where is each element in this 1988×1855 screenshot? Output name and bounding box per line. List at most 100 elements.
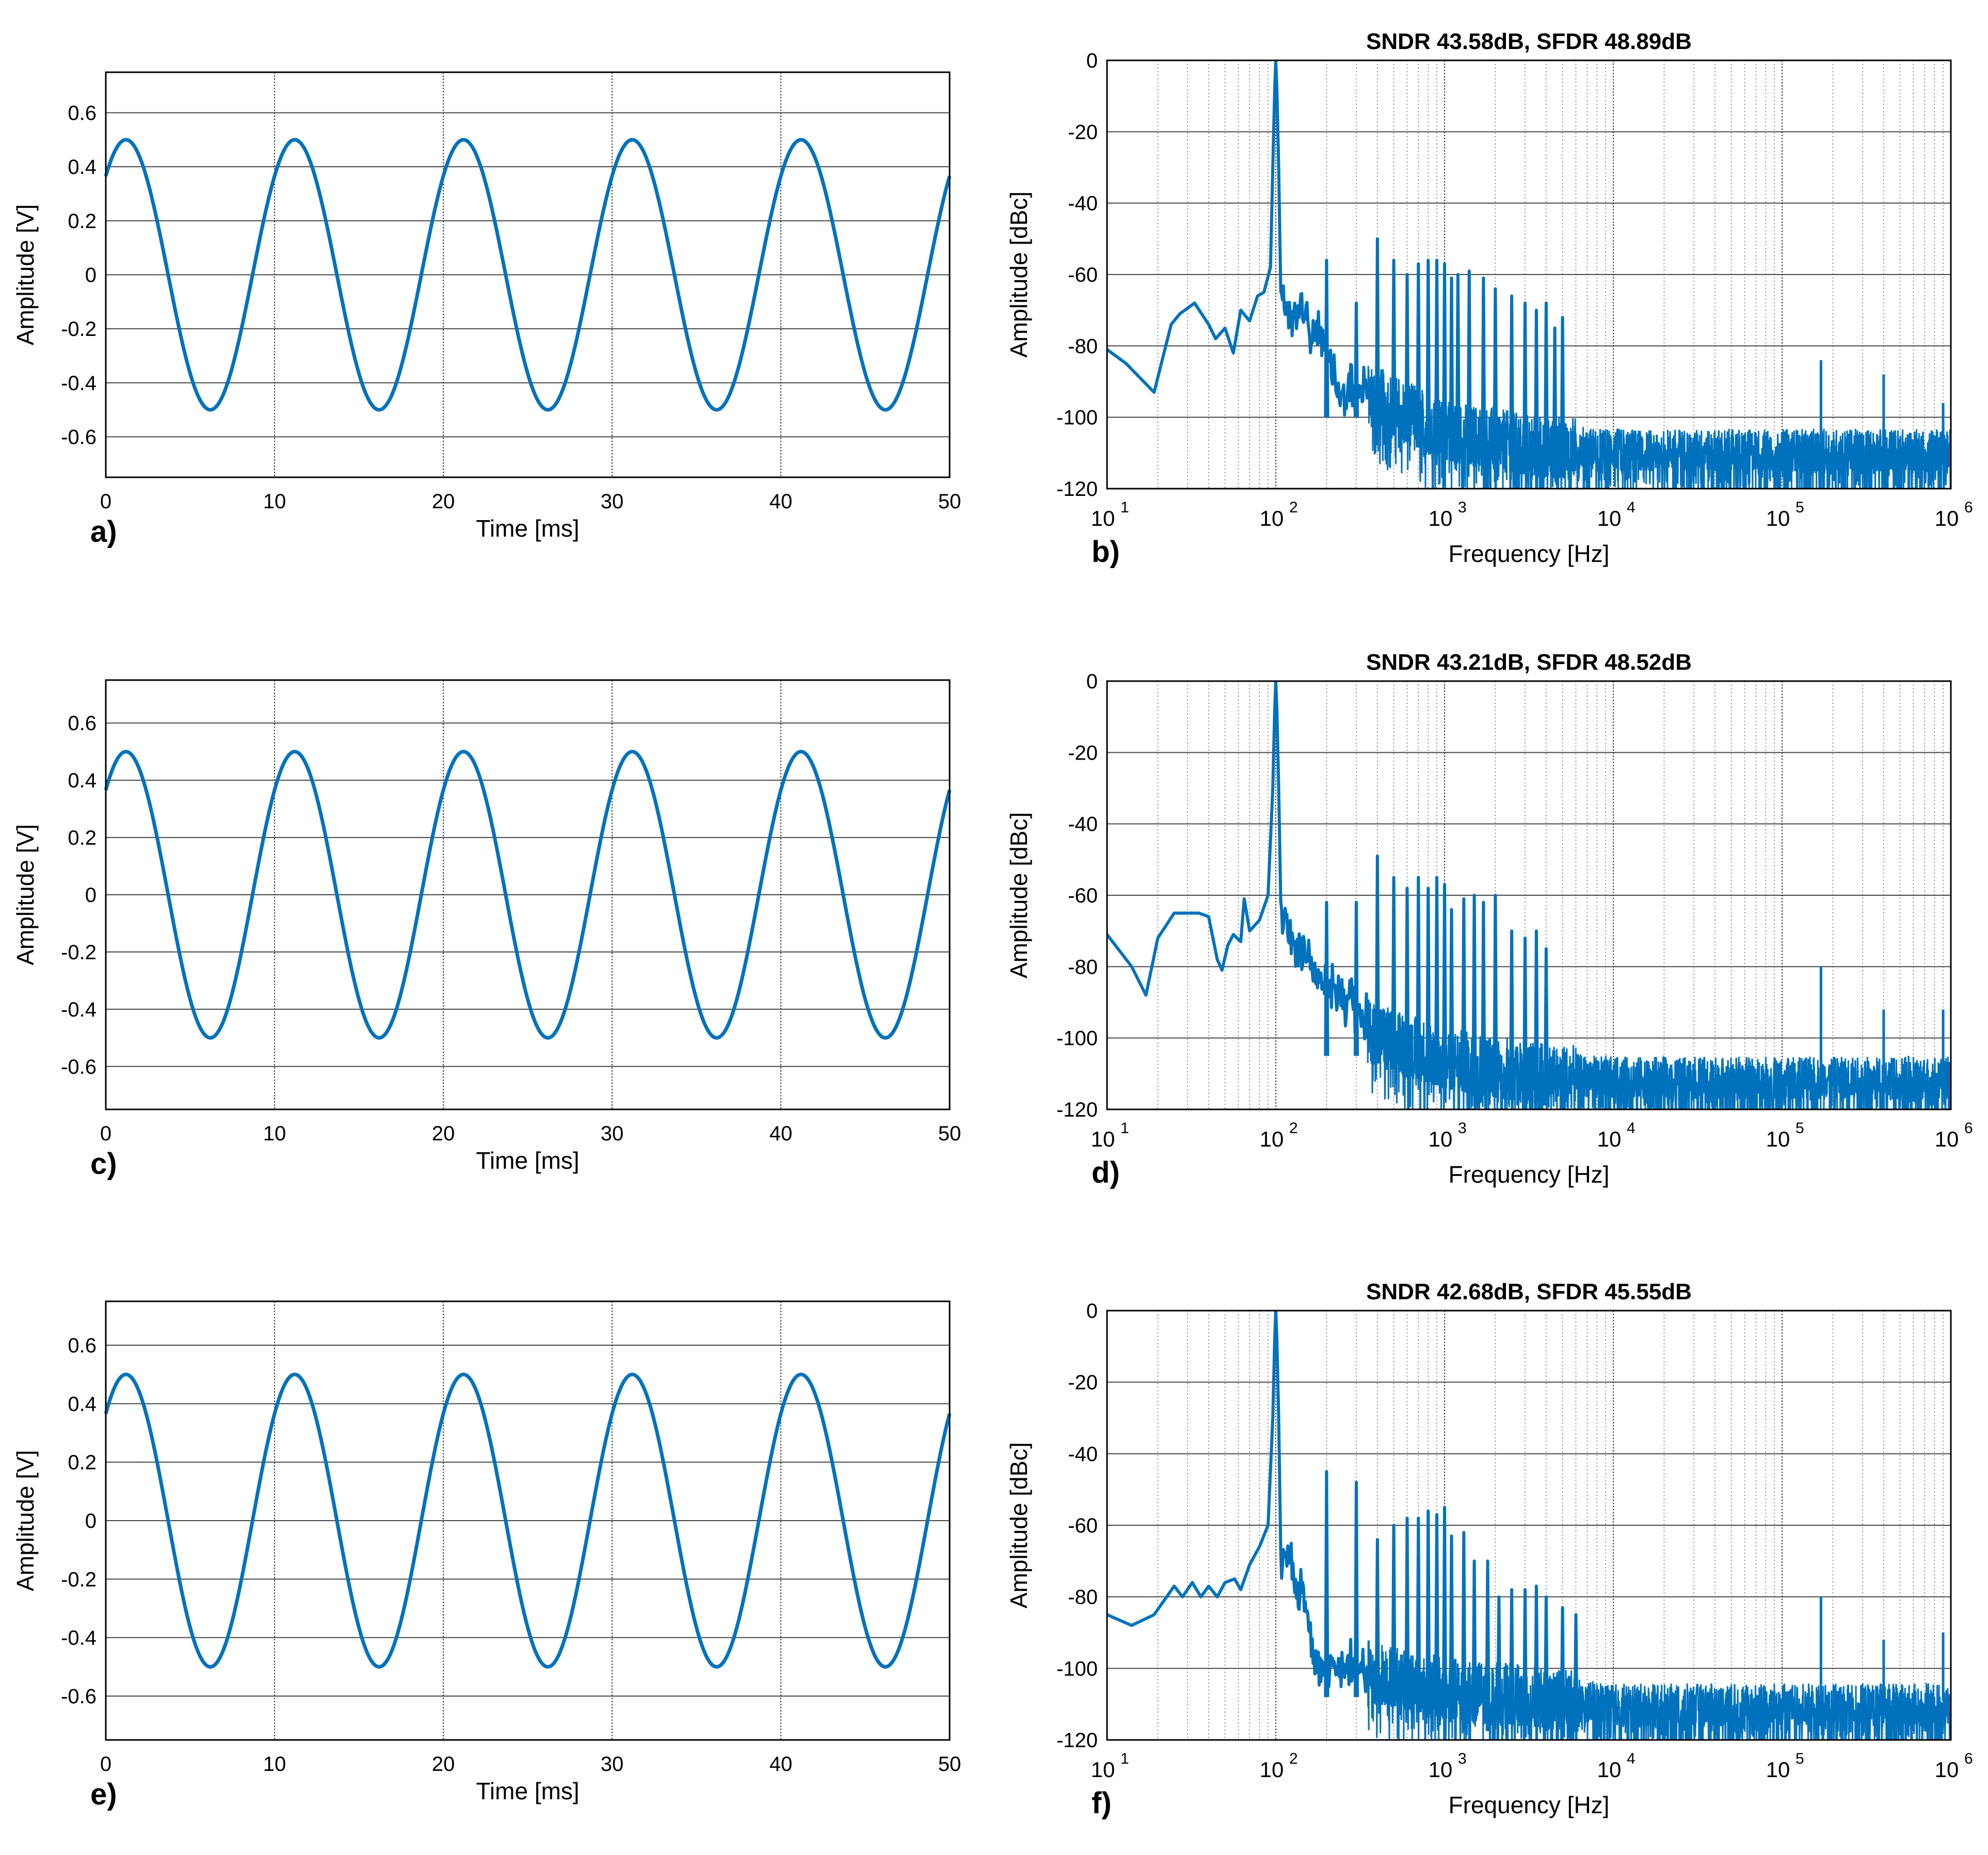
x-tick-exponent: 5 [1795,499,1804,516]
harmonic-spike [1391,259,1397,435]
harmonic-spike [1481,276,1486,467]
y-tick-label: -60 [1068,884,1098,907]
x-tick-label: 40 [769,1753,793,1776]
harmonic-spike [1404,886,1410,1075]
x-tick-exponent: 4 [1627,1120,1636,1137]
plot-frame [105,71,951,478]
harmonic-spike [1404,1517,1410,1709]
y-tick-label: -20 [1068,121,1098,143]
harmonic-spike [1471,1559,1477,1721]
harmonic-spike [1374,854,1380,1064]
x-tick-label: 40 [769,490,793,513]
harmonic-spike [1425,886,1431,1083]
harmonic-spike [1441,262,1448,460]
x-tick-label: 50 [938,1753,961,1776]
y-tick-label: -100 [1056,1027,1098,1050]
x-tick-label: 10 [263,490,286,513]
x-tick-label: 30 [601,490,624,513]
harmonic-spike [1434,876,1440,1086]
y-tick-label: -60 [1068,1514,1098,1537]
y-tick-label: -120 [1056,1729,1098,1752]
y-tick-label: 0.4 [68,156,97,179]
x-tick-exponent: 2 [1289,499,1298,516]
harmonic-spike [1425,1509,1431,1715]
y-tick-label: 0.6 [68,1334,97,1357]
harmonic-spike [1449,276,1454,462]
y-tick-label: -60 [1068,264,1098,286]
y-tick-label: -40 [1068,192,1098,215]
x-tick-exponent: 4 [1627,1750,1636,1767]
harmonic-spike [1522,1588,1528,1726]
x-tick-label: 10 [1091,1757,1115,1782]
harmonic-spike [1416,876,1421,1079]
y-axis-label: Amplitude [V] [12,204,39,346]
harmonic-spike [1509,929,1515,1100]
plot-frame [1106,680,1952,1110]
spectrum-noise-line [1367,999,1951,1109]
time-panel-c: 0.6 0.4 0.2 0 -0.2 -0.4 -0.6 0 10 20 30 40 50 Time [m… [12,679,961,1181]
y-tick-label: -40 [1068,813,1098,836]
x-tick-exponent: 6 [1964,1120,1973,1137]
harmonic-spike [1404,273,1410,442]
x-tick-label: 20 [432,1122,455,1145]
y-tick-label: -0.2 [61,318,97,341]
x-axis-label: Frequency [Hz] [1449,1161,1610,1188]
y-tick-label: -120 [1056,478,1098,501]
harmonic-spike [1416,1517,1421,1713]
harmonic-spike [1560,316,1565,478]
x-tick-label: 10 [1597,1757,1622,1782]
y-tick-label: 0 [85,264,97,287]
harmonic-spike [1522,301,1528,475]
y-tick-label: -0.6 [61,1056,97,1078]
series-line-sine [104,138,952,412]
x-tick-exponent: 4 [1627,499,1636,516]
harmonic-spike [1324,900,1329,1056]
x-axis-label: Frequency [Hz] [1449,1792,1610,1818]
spectrum-panel-f: 0 -20 -40 -60 -80 -100 -120 10 1 10 2 10 3 10 4 10 5 10 6 S… [1005,1279,1973,1820]
x-tick-label: 40 [769,1122,793,1145]
harmonic-spike [1416,262,1421,448]
x-tick-label: 10 [263,1122,286,1145]
y-tick-label: 0 [1086,1300,1098,1322]
harmonic-spike [1324,1470,1329,1697]
harmonic-spike [1466,269,1472,465]
y-tick-label: 0.6 [68,102,97,125]
harmonic-spike [1509,1588,1515,1725]
x-tick-exponent: 5 [1795,1750,1804,1767]
y-axis-label: Amplitude [V] [12,824,39,965]
harmonic-spike [1374,237,1380,428]
harmonic-spike [1391,1524,1397,1706]
spectrum-low-line [1107,681,1369,1041]
y-tick-label: -40 [1068,1443,1098,1465]
harmonic-spike [1560,1606,1565,1731]
x-tick-exponent: 1 [1120,1750,1129,1767]
x-tick-exponent: 1 [1120,499,1129,516]
y-tick-label: -0.4 [61,372,97,395]
x-axis-label: Time [ms] [476,515,579,542]
y-tick-label: -80 [1068,1586,1098,1609]
plot-frame [105,1300,951,1741]
harmonic-spike [1449,1534,1454,1719]
harmonic-spike [1543,301,1549,476]
x-tick-label: 10 [1597,506,1622,530]
harmonic-spike [1552,326,1558,477]
spectrum-panel-d: 0 -20 -40 -60 -80 -100 -120 10 1 10 2 10 3 10 4 10 5 10 6 S… [1005,650,1973,1189]
x-tick-exponent: 1 [1120,1120,1129,1137]
harmonic-spike [1573,1613,1579,1732]
x-tick-label: 10 [1091,1127,1115,1151]
y-tick-label: 0.2 [68,1451,97,1474]
y-axis-label: Amplitude [dBc] [1005,191,1032,358]
harmonic-spike [1434,259,1440,457]
panel-label: c) [90,1147,117,1181]
harmonic-spike [1461,1530,1467,1720]
x-axis-label: Time [ms] [476,1778,579,1804]
harmonic-spike [1441,1506,1448,1719]
x-tick-label: 10 [1766,1127,1790,1151]
y-tick-label: 0 [85,1510,97,1533]
harmonic-spike [1391,876,1397,1070]
x-tick-label: 10 [1935,506,1959,530]
x-tick-label: 10 [1260,506,1284,530]
harmonic-spike [1353,1480,1359,1697]
y-tick-label: 0 [1086,50,1098,72]
harmonic-spike [1374,1538,1380,1702]
